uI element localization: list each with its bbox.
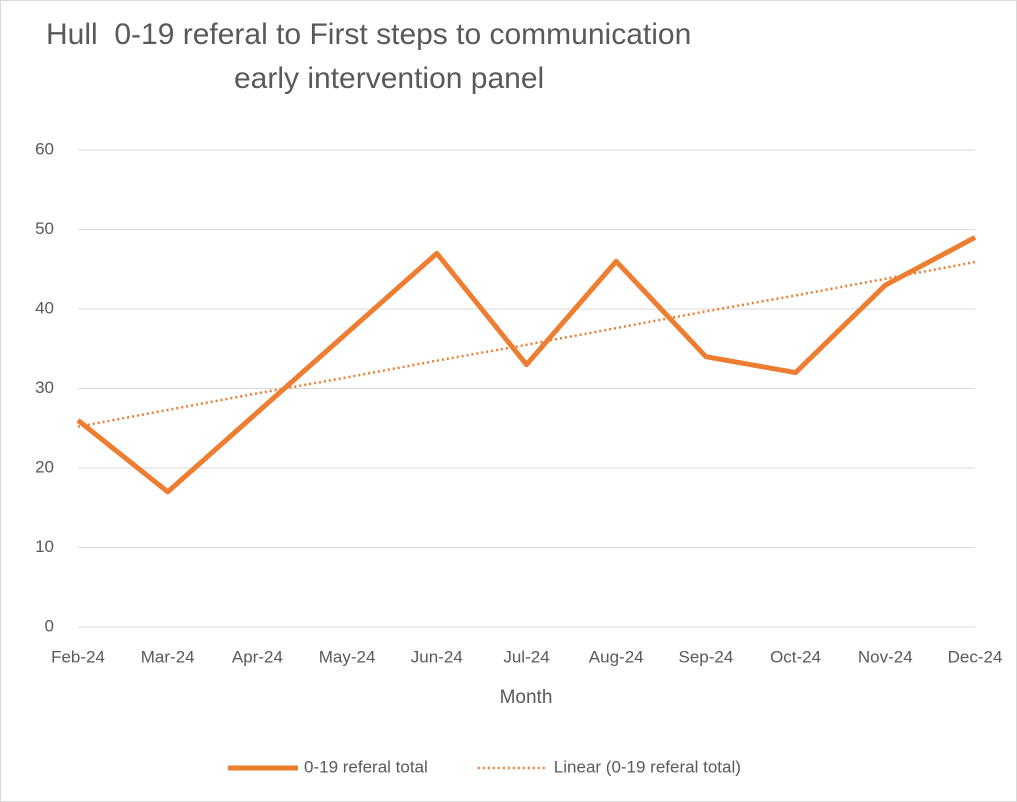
y-tick-label: 60 bbox=[35, 139, 54, 158]
x-tick-label: Jul-24 bbox=[503, 647, 549, 666]
legend-label: 0-19 referal total bbox=[304, 757, 428, 776]
x-tick-label: Oct-24 bbox=[770, 647, 821, 666]
y-tick-label: 20 bbox=[35, 457, 54, 476]
y-tick-label: 50 bbox=[35, 219, 54, 238]
chart-title: Hull 0-19 referal to First steps to comm… bbox=[46, 18, 691, 51]
y-tick-label: 0 bbox=[45, 616, 54, 635]
y-tick-label: 30 bbox=[35, 378, 54, 397]
x-tick-label: Apr-24 bbox=[232, 647, 283, 666]
y-tick-label: 40 bbox=[35, 298, 54, 317]
chart-title: early intervention panel bbox=[234, 62, 544, 95]
series-line bbox=[77, 260, 976, 428]
legend-label: Linear (0-19 referal total) bbox=[554, 757, 741, 776]
x-tick-label: Jun-24 bbox=[411, 647, 463, 666]
series-line bbox=[76, 235, 977, 495]
x-tick-label: Sep-24 bbox=[678, 647, 733, 666]
x-tick-label: Dec-24 bbox=[948, 647, 1003, 666]
x-tick-label: Aug-24 bbox=[589, 647, 644, 666]
x-axis-title: Month bbox=[500, 687, 553, 708]
y-tick-label: 10 bbox=[35, 537, 54, 556]
x-tick-label: Mar-24 bbox=[141, 647, 195, 666]
x-tick-label: May-24 bbox=[319, 647, 376, 666]
x-tick-label: Feb-24 bbox=[51, 647, 105, 666]
x-tick-label: Nov-24 bbox=[858, 647, 913, 666]
